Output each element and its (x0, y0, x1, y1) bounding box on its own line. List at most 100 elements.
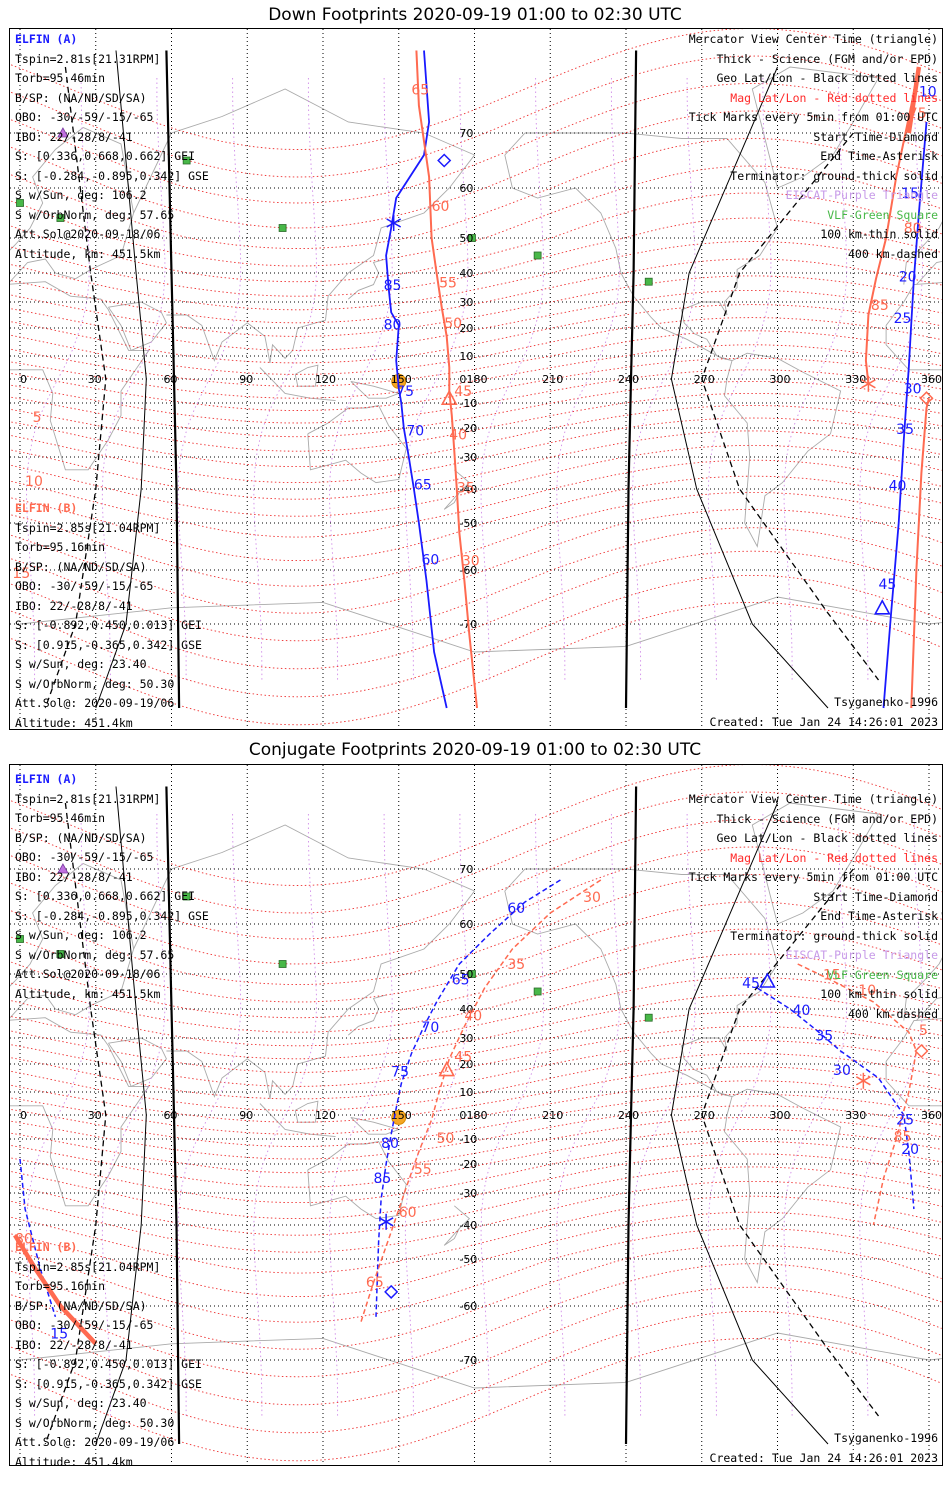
coastline (294, 1100, 319, 1123)
lat-tick-label: -50 (459, 517, 477, 530)
lat-tick-label: -30 (459, 451, 477, 464)
elfin-a-line: Tspin=2.81s[21.31RPM] (15, 791, 161, 806)
lon-tick-label: 300 (770, 1109, 791, 1122)
lat-tick-label: 50 (459, 968, 473, 981)
terminator-ground (624, 50, 638, 709)
terminator-ground (624, 786, 638, 1445)
start-time-diamond (914, 1043, 929, 1059)
mag-lon-line (101, 814, 166, 1417)
terminator-ground (165, 786, 181, 1445)
coastline (108, 301, 167, 351)
vlf-square (182, 892, 191, 901)
terminator-400km (701, 868, 880, 1417)
elfin-b-line: S w/Sun, deg: 23.40 (15, 657, 147, 671)
lat-tick-label: 0 (459, 1109, 466, 1122)
elfin-a-tick-label: 15 (50, 1326, 68, 1342)
elfin-b-tick-label: 55 (439, 276, 457, 292)
lat-tick-label: 10 (459, 350, 473, 363)
mag-lat-line (10, 1263, 942, 1378)
mag-lon-line (329, 813, 393, 1416)
mag-lat-line (10, 1128, 942, 1188)
legend-item: Thick - Science (FGM and/or EPD) (716, 51, 938, 66)
mag-lon-line (26, 77, 90, 680)
elfin-b-trace (910, 397, 930, 709)
lat-tick-label: 20 (459, 1058, 473, 1071)
legend-item: Mercator View Center Time (triangle) (688, 32, 938, 46)
model-name: Tsyganenko-1996 (834, 695, 938, 709)
mag-lon-line (404, 814, 469, 1417)
elfin-b-tick-label: 85 (894, 1130, 912, 1146)
legend-item: Geo Lat/Lon - Black dotted lines (716, 71, 938, 85)
mag-lat-line (10, 475, 942, 562)
elfin-b-trace (360, 879, 602, 1323)
elfin-b-line: IBO: 22/-28/8/-41 (15, 1337, 133, 1352)
elfin-b-tick-label: 10 (25, 474, 43, 490)
mag-lat-line (10, 392, 942, 452)
elfin-b-tick-label: 85 (871, 298, 889, 314)
elfin-b-info: ELFIN (B) Tspin=2.85s[21.04RPM] Torb=95.… (15, 499, 202, 729)
elfin-a-tick-label: 60 (421, 552, 439, 568)
panel-title-conjugate: Conjugate Footprints 2020-09-19 01:00 to… (248, 740, 702, 760)
coastline (903, 911, 942, 1021)
mag-lat-line (10, 289, 942, 351)
lon-tick-label: 90 (239, 373, 253, 386)
elfin-b-line: Tspin=2.85s[21.04RPM] (15, 1259, 161, 1274)
mag-lat-line (10, 953, 942, 1033)
vlf-square (16, 935, 24, 943)
lat-tick-label: 30 (459, 1032, 473, 1045)
mag-lat-line (10, 344, 942, 399)
coastline (133, 88, 476, 363)
lat-tick-label: -70 (459, 1354, 477, 1367)
mag-lon-line (632, 813, 696, 1416)
elfin-b-tick-label: 30 (583, 890, 601, 906)
mag-lon-line (707, 78, 772, 681)
elfin-a-line: Att.Sol@2020-09-18/06 (15, 967, 161, 981)
elfin-a-info: ELFIN (A) Tspin=2.81s[21.31RPM] Torb=95.… (15, 30, 209, 264)
lat-tick-label: 40 (459, 1003, 473, 1016)
mag-lat-line (10, 1153, 942, 1220)
elfin-a-tick-label: 45 (879, 577, 897, 593)
mag-lon-line (177, 77, 242, 680)
lon-tick-label: 240 (618, 1109, 639, 1122)
legend-item: Mag Lat/Lon - Red dotted lines (730, 90, 938, 105)
lon-tick-label: 150 (391, 1109, 412, 1122)
mag-lat-line (10, 304, 942, 364)
terminator-100km (95, 50, 147, 709)
elfin-b-line: Att.Sol@: 2020-09-19/06 (15, 1435, 175, 1449)
elfin-b-tick-label: 40 (449, 428, 467, 444)
elfin-a-tick-label: 65 (414, 478, 432, 494)
terminator-400km (44, 66, 107, 709)
legend: Mercator View Center Time (triangle) Thi… (689, 30, 938, 264)
mag-lon-line (707, 814, 772, 1417)
elfin-a-line: S: [0.336,0.668,0.662] GEI (15, 149, 196, 163)
elfin-b-info: ELFIN (B) Tspin=2.85s[21.04RPM] Torb=95.… (15, 1238, 202, 1465)
elfin-a-line: Altitude, km: 451.5km (15, 246, 161, 261)
map-down-footprints: 0 30 60 90 120 150 180 210 240 270 300 330 360 70 60 50… (9, 28, 943, 730)
elfin-a-tick-label: 20 (901, 1142, 919, 1158)
mag-lat-line (10, 417, 942, 484)
coastline (259, 1103, 336, 1138)
mag-lon-line (480, 813, 545, 1416)
mag-lon-line (859, 814, 923, 1417)
mag-lat-line (10, 1227, 942, 1323)
elfin-b-tick-label: 75 (909, 106, 927, 122)
elfin-b-tick-label: 10 (858, 983, 876, 999)
mag-lat-line (10, 527, 942, 642)
mag-lat-line (10, 405, 942, 468)
elfin-a-tick-label: 25 (894, 311, 912, 327)
elfin-a-line: Att.Sol@2020-09-18/06 (15, 227, 161, 241)
elfin-b-line: S w/Sun, deg: 23.40 (15, 1396, 147, 1410)
coastline (108, 1037, 167, 1087)
elfin-a-line: Torb=95.46min (15, 811, 106, 825)
elfin-a-tick-label: 65 (452, 973, 470, 989)
elfin-a-header: ELFIN (A) (15, 32, 78, 46)
legend-item: Thick - Science (FGM and/or EPD) (716, 811, 938, 826)
legend-item: Tick Marks every 5min from 01:00 UTC (688, 110, 938, 124)
mag-lon-line (404, 78, 469, 681)
start-time-diamond (384, 1284, 399, 1299)
center-time-triangle (759, 972, 776, 988)
legend-item: Terminator: ground-thick solid (730, 928, 938, 943)
lon-tick-label: 330 (845, 373, 866, 386)
elfin-b-line: S w/OrbNorm, deg: 50.30 (15, 1415, 175, 1430)
mag-lon-line (783, 813, 848, 1416)
